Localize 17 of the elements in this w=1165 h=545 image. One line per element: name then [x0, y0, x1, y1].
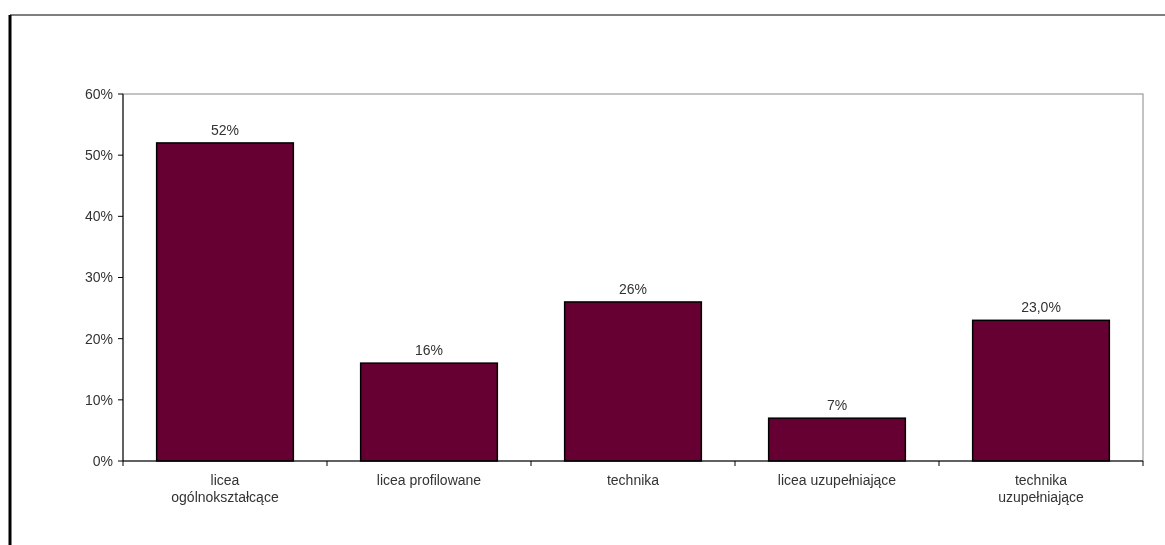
x-tick-label: technika uzupełniające: [998, 472, 1085, 505]
data-label: 26%: [618, 280, 648, 297]
data-label: 16%: [414, 342, 444, 359]
data-label: 52%: [210, 121, 240, 138]
y-tick-label: 50%: [84, 147, 113, 164]
x-tick-label: licea profilowane: [376, 472, 482, 488]
data-label: 7%: [826, 397, 848, 414]
y-tick-label: 40%: [84, 208, 113, 225]
x-tick-label: licea uzupełniające: [777, 472, 897, 488]
y-tick-label: 30%: [84, 269, 113, 286]
y-tick-label: 20%: [84, 330, 113, 347]
data-label: 23,0%: [1021, 299, 1061, 316]
y-tick-label: 10%: [84, 391, 113, 408]
y-tick-label: 60%: [84, 85, 113, 102]
x-tick-label: technika: [606, 472, 660, 488]
x-tick-label: licea ogólnokształcące: [171, 472, 279, 505]
y-tick-label: 0%: [92, 452, 113, 469]
